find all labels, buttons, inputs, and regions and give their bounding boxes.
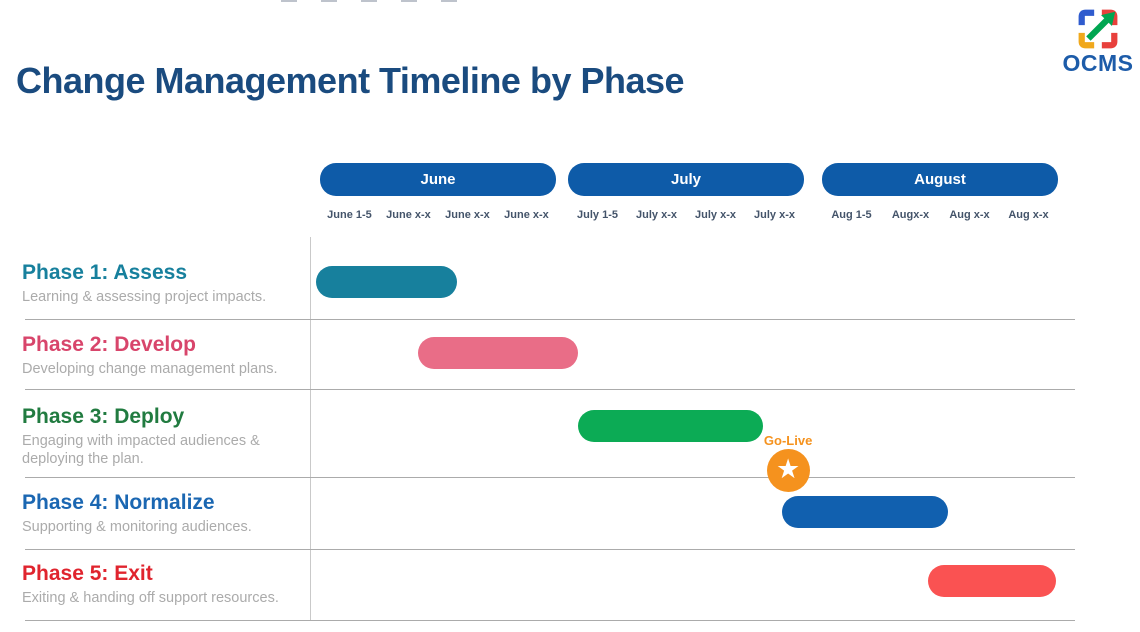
week-labels-july: July 1-5 July x-x July x-x July x-x (568, 209, 804, 221)
month-group-june: June June 1-5 June x-x June x-x June x-x (320, 163, 556, 221)
week-labels-june: June 1-5 June x-x June x-x June x-x (320, 209, 556, 221)
phase-label-block: Phase 4: Normalize Supporting & monitori… (22, 478, 307, 536)
week-label: June x-x (386, 209, 431, 221)
week-label: June 1-5 (327, 209, 372, 221)
row-separator (25, 389, 1075, 390)
week-label: July 1-5 (577, 209, 618, 221)
ocms-logo: OCMS (1056, 6, 1140, 77)
ocms-logo-text: OCMS (1062, 50, 1134, 76)
gantt-chart: Phase 1: Assess Learning & assessing pro… (0, 237, 1140, 621)
phase-row-exit: Phase 5: Exit Exiting & handing off supp… (0, 550, 1140, 621)
phase-row-deploy: Phase 3: Deploy Engaging with impacted a… (0, 390, 1140, 478)
month-group-july: July July 1-5 July x-x July x-x July x-x (568, 163, 804, 221)
phase-label-block: Phase 2: Develop Developing change manag… (22, 320, 307, 378)
phase-description: Exiting & handing off support resources. (22, 590, 279, 607)
ocms-logo-icon (1078, 9, 1118, 49)
week-label: June x-x (504, 209, 549, 221)
page-title: Change Management Timeline by Phase (16, 60, 685, 101)
week-label: Aug x-x (949, 209, 990, 221)
phase-row-assess: Phase 1: Assess Learning & assessing pro… (0, 237, 1140, 320)
phase-title: Phase 4: Normalize (22, 491, 215, 514)
phase-bar (316, 266, 457, 298)
row-separator (25, 549, 1075, 550)
month-group-august: August Aug 1-5 Augx-x Aug x-x Aug x-x (822, 163, 1058, 221)
week-label: July x-x (695, 209, 736, 221)
week-label: Aug x-x (1008, 209, 1049, 221)
golive-milestone: Go-Live ★ (748, 433, 828, 492)
row-separator (25, 620, 1075, 621)
phase-description: Supporting & monitoring audiences. (22, 519, 252, 536)
phase-label-block: Phase 5: Exit Exiting & handing off supp… (22, 550, 307, 607)
column-divider (310, 237, 311, 621)
month-pill-july: July (568, 163, 804, 196)
phase-bar (928, 565, 1056, 597)
phase-row-develop: Phase 2: Develop Developing change manag… (0, 320, 1140, 390)
week-label: Augx-x (891, 209, 930, 221)
week-label: June x-x (445, 209, 490, 221)
golive-star-icon: ★ (766, 449, 810, 492)
phase-label-block: Phase 1: Assess Learning & assessing pro… (22, 237, 307, 306)
top-crop-artifact (281, 0, 477, 2)
phase-title: Phase 2: Develop (22, 333, 196, 356)
timeline-header: June June 1-5 June x-x June x-x June x-x… (0, 163, 1140, 233)
week-label: July x-x (636, 209, 677, 221)
month-pill-august: August (822, 163, 1058, 196)
phase-bar (781, 496, 948, 528)
phase-bar (577, 410, 763, 442)
phase-label-block: Phase 3: Deploy Engaging with impacted a… (22, 390, 307, 468)
phase-title: Phase 5: Exit (22, 562, 153, 585)
golive-label: Go-Live (763, 433, 813, 448)
phase-title: Phase 1: Assess (22, 261, 187, 284)
week-label: Aug 1-5 (831, 209, 872, 221)
phase-description: Developing change management plans. (22, 361, 278, 378)
row-separator (25, 477, 1075, 478)
month-pill-june: June (320, 163, 556, 196)
week-labels-august: Aug 1-5 Augx-x Aug x-x Aug x-x (822, 209, 1058, 221)
phase-description: Engaging with impacted audiences & deplo… (22, 433, 260, 468)
phase-row-normalize: Phase 4: Normalize Supporting & monitori… (0, 478, 1140, 550)
phase-description: Learning & assessing project impacts. (22, 289, 267, 306)
week-label: July x-x (754, 209, 795, 221)
phase-title: Phase 3: Deploy (22, 405, 185, 428)
phase-bar (418, 337, 578, 369)
row-separator (25, 319, 1075, 320)
